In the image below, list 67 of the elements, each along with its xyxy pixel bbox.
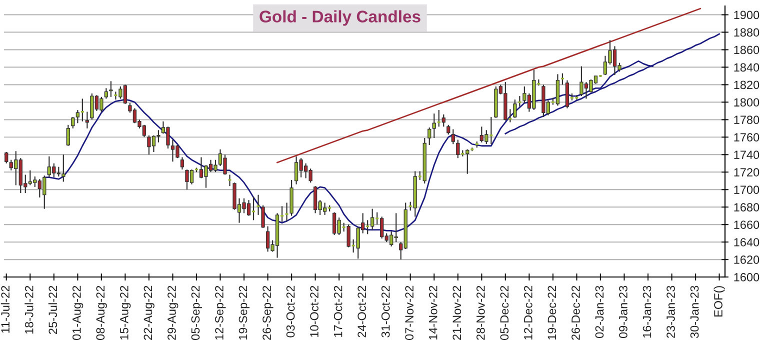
y-tick-label: 1760 (734, 133, 760, 142)
candlestick (428, 126, 432, 146)
y-tick-label: 1720 (734, 168, 760, 176)
x-tick-label: 03-Oct-22 (286, 286, 295, 338)
y-tick-label: 1640 (734, 238, 760, 246)
x-tick-label: 18-Jul-22 (24, 286, 34, 334)
candlestick (180, 156, 184, 170)
x-tick-label: EOF() (714, 286, 725, 316)
x-tick-label: 09-Jan-23 (619, 286, 628, 338)
x-tick-label: 22-Aug-22 (144, 286, 154, 340)
x-tick-label: 12-Dec-22 (524, 286, 532, 340)
x-tick-label: 05-Sep-22 (191, 286, 202, 340)
x-tick-label: 11-Jul-22 (0, 286, 10, 333)
y-tick-label: 1680 (734, 203, 760, 212)
candlestick (513, 98, 517, 118)
y-tick-label: 1800 (734, 98, 760, 107)
x-tick-label: 30-Jan-23 (690, 286, 699, 338)
y-tick-label: 1600 (734, 273, 760, 282)
x-tick-label: 02-Jan-23 (595, 286, 604, 338)
candlestick (104, 88, 108, 100)
y-tick-label: 1740 (734, 150, 760, 160)
candlestick (565, 80, 570, 109)
x-tick-label: 08-Aug-22 (96, 286, 107, 340)
y-tick-label: 1880 (734, 28, 760, 37)
y-tick-label: 1840 (734, 63, 760, 72)
candlestick (71, 116, 75, 129)
x-tick-label: 16-Jan-23 (642, 286, 652, 338)
y-tick-label: 1860 (734, 46, 760, 54)
x-tick-label: 17-Oct-22 (334, 286, 342, 337)
candlestick (432, 112, 436, 139)
x-tick-label: 26-Sep-22 (262, 286, 274, 340)
y-tick-label: 1620 (734, 256, 760, 264)
candlestick (451, 128, 455, 145)
x-tick-label: 28-Nov-22 (476, 286, 485, 340)
chart-title: Gold - Daily Candles (260, 10, 420, 26)
candlestick (456, 139, 460, 159)
x-tick-label: 29-Aug-22 (168, 286, 178, 340)
x-tick-label: 31-Oct-22 (381, 286, 390, 338)
candlestick (85, 111, 89, 129)
x-tick-label: 26-Dec-22 (572, 286, 580, 340)
x-tick-label: 23-Jan-23 (666, 286, 675, 338)
x-tick-label: 25-Jul-22 (48, 286, 58, 334)
x-tick-label: 10-Oct-22 (310, 286, 318, 337)
candlestick (346, 224, 350, 248)
candlestick (261, 204, 265, 229)
x-tick-label: 15-Aug-22 (120, 286, 131, 340)
candlestick (4, 151, 8, 164)
candlestick (66, 124, 70, 146)
y-tick-label: 1660 (734, 220, 760, 229)
y-tick-label: 1700 (734, 186, 760, 194)
x-tick-label: 21-Nov-22 (452, 286, 462, 340)
candlestick (446, 124, 450, 136)
x-tick-label: 19-Dec-22 (548, 286, 556, 340)
x-tick-label: 05-Dec-22 (500, 286, 509, 340)
x-tick-label: 12-Sep-22 (215, 286, 226, 340)
x-tick-label: 01-Aug-22 (72, 286, 84, 340)
x-tick-label: 14-Nov-22 (428, 286, 438, 340)
x-tick-label: 19-Sep-22 (238, 286, 250, 340)
candlestick (556, 74, 560, 106)
x-tick-label: 24-Oct-22 (358, 286, 366, 338)
candlestick (109, 80, 113, 98)
y-tick-label: 1900 (734, 10, 760, 20)
y-tick-label: 1780 (734, 116, 760, 124)
candlestick (442, 114, 446, 128)
candlestick (76, 109, 80, 124)
x-tick-label: 07-Nov-22 (405, 286, 414, 340)
y-tick-label: 1820 (734, 80, 760, 90)
